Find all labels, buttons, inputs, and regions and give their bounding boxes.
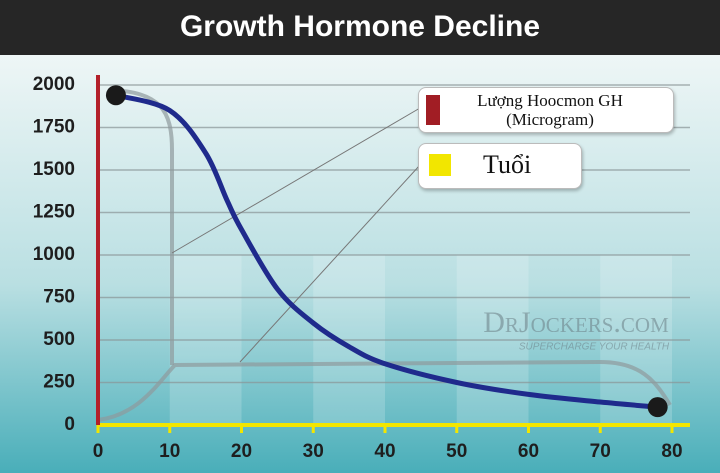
decor-line [239, 164, 421, 363]
watermark-brand: DrJockers.com [483, 306, 669, 339]
end-marker [647, 397, 668, 418]
y-tick-label: 1250 [33, 202, 75, 223]
y-tick-label: 2000 [33, 74, 75, 95]
x-tick-label: 0 [93, 441, 104, 462]
y-tick-label: 500 [43, 329, 75, 350]
legend-swatch [426, 95, 440, 125]
legend-item: Lượng Hoocmon GH (Microgram) [418, 87, 674, 133]
x-tick-label: 50 [446, 441, 467, 462]
watermark: DrJockers.com SUPERCHARGE YOUR HEALTH [483, 306, 670, 353]
y-tick-label: 1750 [33, 117, 75, 138]
decor-line [171, 107, 421, 254]
y-tick-label: 0 [64, 414, 75, 435]
y-tick-label: 750 [43, 287, 75, 308]
x-tick-label: 20 [231, 441, 252, 462]
x-tick-label: 10 [159, 441, 180, 462]
watermark-tagline: SUPERCHARGE YOUR HEALTH [519, 342, 670, 353]
end-marker [105, 85, 126, 106]
chart-title: Growth Hormone Decline [180, 10, 540, 43]
legend-item: Tuổi [418, 143, 582, 189]
y-tick-label: 1500 [33, 159, 75, 180]
legend-label: Lượng Hoocmon GH (Microgram) [477, 91, 623, 129]
x-tick-label: 40 [374, 441, 395, 462]
legend-label: Tuổi [483, 150, 532, 179]
x-tick-label: 70 [590, 441, 611, 462]
plot [96, 75, 690, 427]
decor-curve [97, 359, 672, 422]
x-tick-label: 30 [303, 441, 324, 462]
y-tick-label: 1000 [33, 244, 75, 265]
x-tick-label: 80 [661, 441, 682, 462]
title-bar [0, 0, 720, 55]
x-tick-label: 60 [518, 441, 539, 462]
line [115, 92, 658, 410]
y-tick-label: 250 [43, 372, 75, 393]
legend-swatch [429, 154, 451, 176]
